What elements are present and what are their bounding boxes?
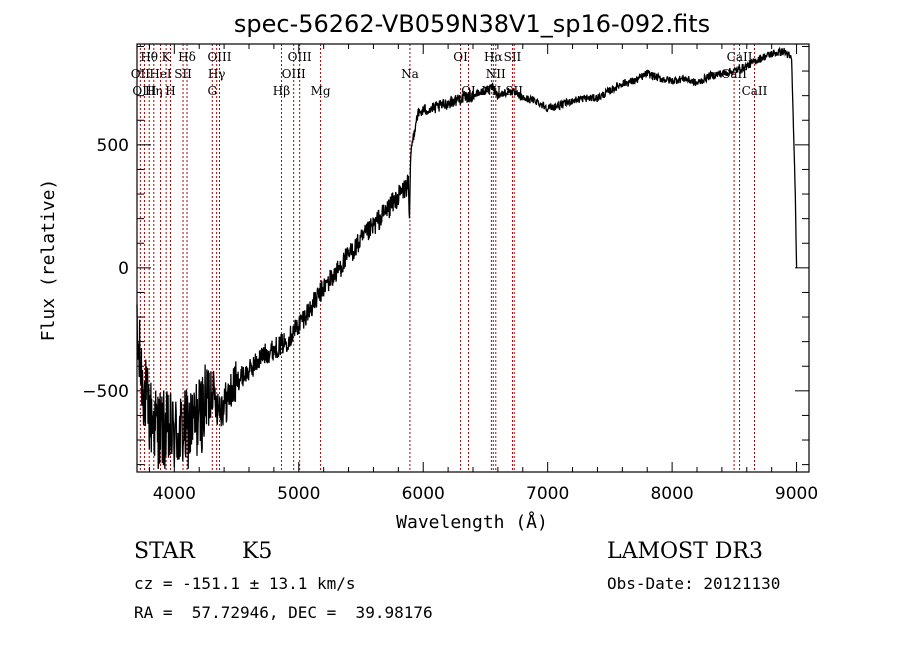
spectral-line-label: OII xyxy=(131,67,151,81)
observation-date: Obs-Date: 20121130 xyxy=(607,574,781,593)
x-tick-label: 6000 xyxy=(402,484,445,504)
x-tick-label: 5000 xyxy=(277,484,320,504)
redshift-text: cz = -151.1 ± 13.1 km/s xyxy=(134,574,356,593)
spectral-line-label: Hγ xyxy=(208,67,226,81)
spectral-line-label: SII xyxy=(504,50,522,64)
coordinates-text: RA = 57.72946, DEC = 39.98176 xyxy=(134,603,433,622)
spectral-line-label: Hα xyxy=(484,50,503,64)
spectral-line-label: H xyxy=(165,84,175,98)
spectral-line-label: HeI xyxy=(149,67,172,81)
spectral-line-label: Na xyxy=(401,67,419,81)
spectral-line-label: Hη xyxy=(145,84,163,98)
y-tick-label: 500 xyxy=(97,136,129,156)
spectral-line-label: OIII xyxy=(207,50,231,64)
y-axis: −500 0 500 xyxy=(82,45,809,466)
y-tick-label: −500 xyxy=(82,382,129,402)
spectral-line-label: Hβ xyxy=(273,84,290,98)
y-tick-label: 0 xyxy=(118,259,129,279)
spectral-line-label: OIII xyxy=(288,50,312,64)
spectral-line-label: CaII xyxy=(742,84,768,98)
spectral-line-label: CaII xyxy=(727,50,753,64)
spectrum-series-line xyxy=(136,46,798,469)
object-class: STAR xyxy=(134,539,195,564)
plot-frame xyxy=(136,43,810,473)
spectral-line-label: NII xyxy=(486,67,506,81)
spectral-line-label: Hθ xyxy=(140,50,158,64)
x-tick-label: 8000 xyxy=(650,484,693,504)
object-subclass: K5 xyxy=(242,539,273,564)
x-axis: 4000 5000 6000 7000 8000 9000 xyxy=(148,44,818,504)
chart-title: spec-56262-VB059N38V1_sp16-092.fits xyxy=(234,10,710,38)
x-tick-label: 4000 xyxy=(153,484,196,504)
spectral-line-label: OIII xyxy=(282,67,306,81)
spectral-line-label: OI xyxy=(453,50,468,64)
spectral-line-label: Mg xyxy=(311,84,331,98)
spectral-line-label: K xyxy=(162,50,172,64)
x-axis-label: Wavelength (Å) xyxy=(396,511,548,533)
spectral-line-label: OIII xyxy=(132,84,156,98)
x-tick-label: 7000 xyxy=(526,484,569,504)
spectral-line-label: G xyxy=(207,84,217,98)
spectral-line-markers xyxy=(139,44,755,472)
y-axis-label: Flux (relative) xyxy=(38,179,59,342)
survey-name: LAMOST DR3 xyxy=(607,539,763,564)
x-tick-label: 9000 xyxy=(775,484,818,504)
spectral-line-label: SII xyxy=(174,67,192,81)
spectral-line-label: Hδ xyxy=(178,50,196,64)
